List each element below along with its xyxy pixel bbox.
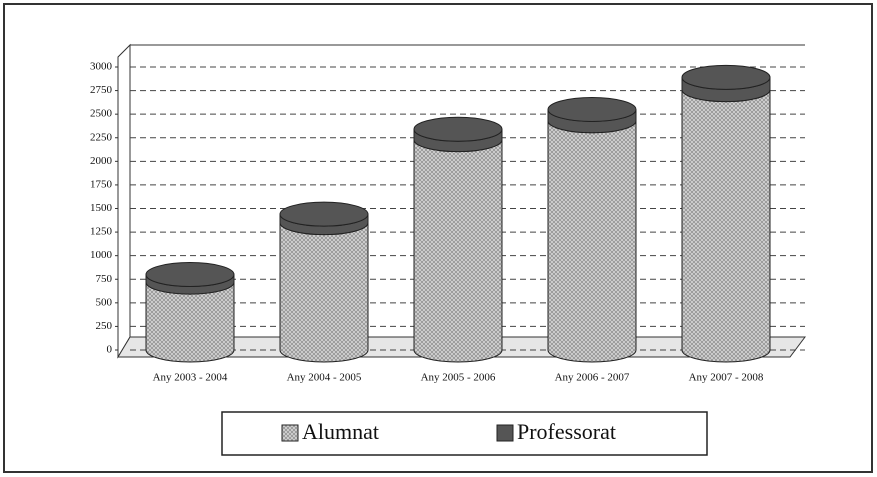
y-tick-label: 1000 [90,249,113,261]
x-tick-label: Any 2003 - 2004 [153,372,228,384]
y-tick-label: 1500 [90,202,113,214]
legend [221,411,708,456]
y-tick-label: 1250 [90,226,113,238]
y-tick-label: 3000 [90,61,113,73]
x-tick-label: Any 2007 - 2008 [689,372,764,384]
y-tick-label: 250 [96,320,113,332]
bar [547,120,637,363]
bar [413,139,503,363]
y-tick-label: 0 [107,344,113,356]
y-tick-label: 2250 [90,131,113,143]
x-tick-label: Any 2005 - 2006 [421,372,496,384]
cylinder-top [279,201,369,227]
y-tick-label: 500 [96,296,113,308]
legend-swatch [496,424,514,442]
cylinder-top [413,116,503,142]
legend-swatch [281,424,299,442]
y-tick-label: 2500 [90,108,113,120]
x-tick-label: Any 2006 - 2007 [555,372,630,384]
cylinder-top [681,64,771,90]
side-wall [117,43,131,359]
bar [681,89,771,363]
bar [279,222,369,363]
y-tick-label: 2750 [90,84,113,96]
y-tick-label: 2000 [90,155,113,167]
legend-label: Professorat [517,419,616,444]
legend-label: Alumnat [302,419,379,444]
cylinder-top [547,96,637,122]
cylinder-top [145,262,235,288]
y-tick-label: 750 [96,273,113,285]
x-tick-label: Any 2004 - 2005 [287,372,362,384]
y-tick-label: 1750 [90,178,113,190]
